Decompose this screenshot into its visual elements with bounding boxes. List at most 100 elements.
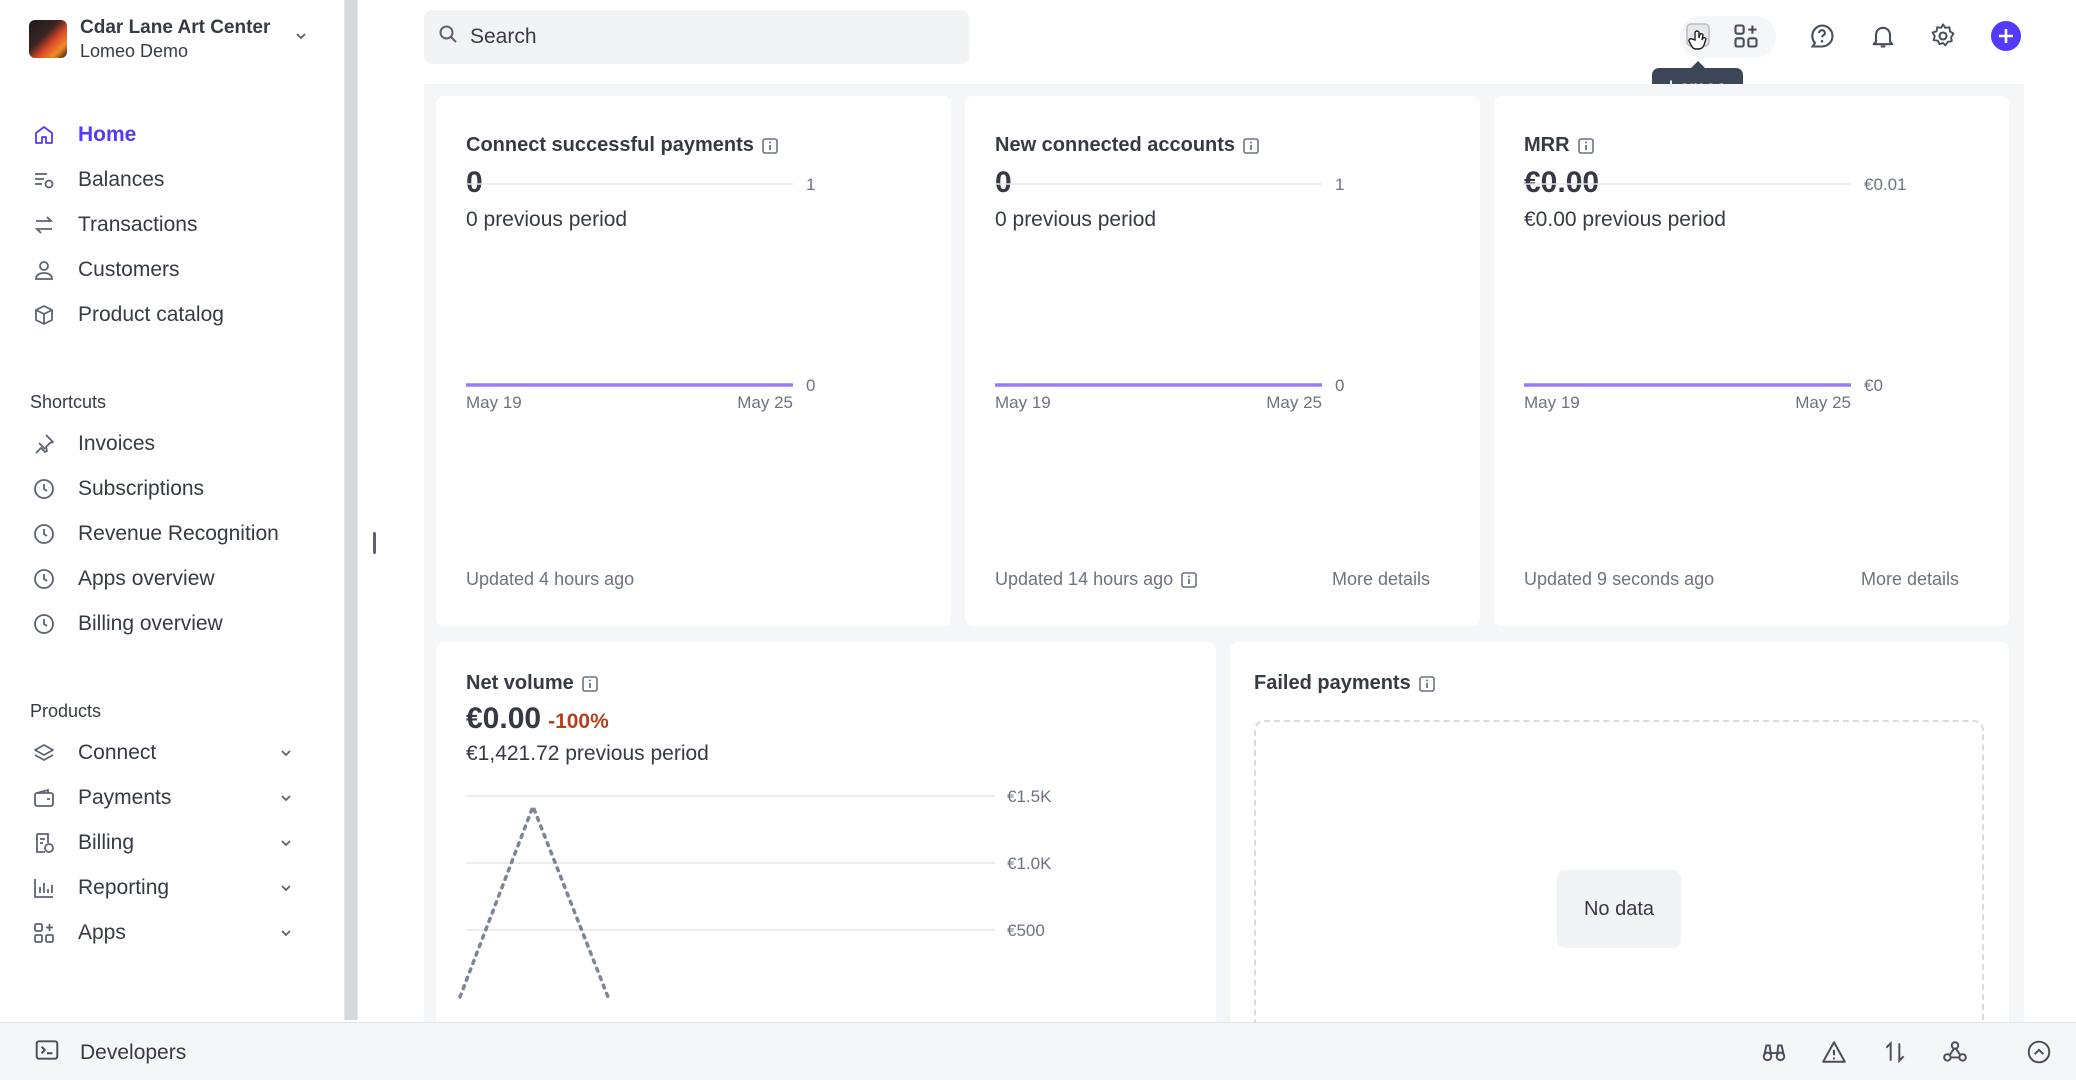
metric-value: 0: [466, 166, 483, 199]
account-logo: [29, 20, 67, 58]
sidebar-item-label: Transactions: [78, 213, 198, 236]
account-name: Cdar Lane Art Center: [80, 16, 271, 38]
updated-text: Updated 14 hours ago: [995, 569, 1198, 590]
sidebar-item-transactions[interactable]: Transactions: [30, 205, 310, 245]
previous-period: 0 previous period: [466, 208, 628, 231]
pin-icon: [30, 430, 58, 458]
sidebar-item-label: Payments: [78, 786, 172, 809]
info-icon[interactable]: [1577, 137, 1595, 155]
card-title-text: Net volume: [466, 672, 574, 694]
sidebar-item-apps-overview[interactable]: Apps overview: [30, 559, 310, 599]
notifications-bell-icon[interactable]: [1869, 22, 1897, 60]
card-mrr[interactable]: MRR €0.00 €0.00 previous period €0.01 €0 M…: [1494, 96, 2009, 626]
y-tick-label: 1: [1335, 175, 1344, 194]
help-icon[interactable]: [1808, 22, 1836, 60]
sidebar-item-balances[interactable]: Balances: [30, 160, 310, 200]
clock-icon: [30, 565, 58, 593]
info-icon[interactable]: [761, 137, 779, 155]
card-title-text: Failed payments: [1254, 672, 1411, 694]
terminal-icon: [34, 1037, 60, 1069]
metric-value: €0.00: [1524, 166, 1600, 199]
y-tick-label: 1: [806, 175, 815, 194]
sidebar-item-subscriptions[interactable]: Subscriptions: [30, 469, 310, 509]
sidebar-item-invoices[interactable]: Invoices: [30, 424, 310, 464]
webhooks-icon[interactable]: [1941, 1038, 1969, 1066]
sidebar-item-billing[interactable]: Billing: [30, 823, 310, 863]
y-tick-label: €1.0K: [1007, 854, 1052, 873]
sidebar-item-label: Revenue Recognition: [78, 522, 279, 545]
chevron-down-icon: [278, 833, 294, 857]
sidebar-scrollbar[interactable]: [344, 0, 358, 1020]
card-title-text: MRR: [1524, 134, 1570, 156]
developer-toolbar: Developers: [0, 1022, 2076, 1080]
card-title-text: New connected accounts: [995, 134, 1236, 156]
info-icon[interactable]: [581, 675, 599, 693]
sidebar-item-payments[interactable]: Payments: [30, 778, 310, 818]
billing-icon: [30, 829, 58, 857]
sidebar-item-revenue-recognition[interactable]: Revenue Recognition: [30, 514, 310, 554]
info-icon[interactable]: [1242, 137, 1260, 155]
card-connect-payments[interactable]: Connect successful payments 0 0 previous…: [436, 96, 951, 626]
clock-icon: [30, 520, 58, 548]
more-details-link[interactable]: More details: [1332, 569, 1431, 589]
sidebar-item-label: Home: [78, 123, 137, 146]
developers-button[interactable]: Developers: [34, 1037, 186, 1069]
sidebar-item-label: Reporting: [78, 876, 170, 899]
card-title: Failed payments: [1254, 672, 1436, 695]
chevron-down-icon: [278, 878, 294, 902]
scrollbar-thumb[interactable]: [345, 0, 357, 1020]
sidebar-item-label: Billing overview: [78, 612, 223, 635]
card-title: MRR: [1524, 134, 1595, 157]
sort-arrows-icon[interactable]: [1881, 1038, 1909, 1066]
metric-chart: €0.01 €0 May 19 May 25: [1524, 175, 1907, 412]
sidebar-item-apps[interactable]: Apps: [30, 913, 310, 953]
y-tick-label: 0: [1335, 376, 1344, 395]
chevron-up-circle-icon[interactable]: [2025, 1038, 2053, 1066]
binoculars-icon[interactable]: [1760, 1038, 1788, 1066]
card-new-accounts[interactable]: New connected accounts 0 0 previous peri…: [965, 96, 1480, 626]
sidebar-resize-handle[interactable]: [373, 532, 376, 554]
create-plus-button[interactable]: [1990, 20, 2022, 58]
shortcuts-heading: Shortcuts: [30, 392, 107, 412]
net-volume-chart: €1.5K €1.0K €500: [458, 787, 1052, 999]
layers-icon: [30, 739, 58, 767]
empty-chart-area: [1254, 720, 1984, 1040]
settings-gear-icon[interactable]: [1929, 22, 1957, 60]
card-title: Net volume: [466, 672, 599, 695]
clock-icon: [30, 475, 58, 503]
bar-chart-icon: [30, 874, 58, 902]
sidebar-item-label: Apps overview: [78, 567, 215, 590]
info-icon[interactable]: [1418, 675, 1436, 693]
account-switcher[interactable]: Cdar Lane Art Center Lomeo Demo: [29, 16, 309, 62]
updated-label: Updated 14 hours ago: [995, 569, 1174, 589]
account-subtitle: Lomeo Demo: [80, 40, 189, 61]
lomeo-app-icon[interactable]: [1683, 20, 1715, 58]
y-tick-label: €1.5K: [1007, 787, 1052, 806]
box-icon: [30, 301, 58, 329]
card-failed-payments[interactable]: Failed payments: [1230, 642, 2009, 1042]
home-icon: [30, 121, 58, 149]
sidebar-item-product-catalog[interactable]: Product catalog: [30, 295, 310, 335]
sidebar-item-connect[interactable]: Connect: [30, 733, 310, 773]
apps-icon: [30, 919, 58, 947]
info-icon[interactable]: [1180, 571, 1198, 589]
more-details-link[interactable]: More details: [1861, 569, 1960, 589]
sidebar-item-customers[interactable]: Customers: [30, 250, 310, 290]
sidebar-item-billing-overview[interactable]: Billing overview: [30, 604, 310, 644]
add-apps-icon[interactable]: [1732, 22, 1760, 60]
chevron-down-icon: [278, 788, 294, 812]
series-line: [458, 801, 610, 999]
y-tick-label: €0.01: [1864, 175, 1907, 194]
balances-icon: [30, 166, 58, 194]
sidebar-item-reporting[interactable]: Reporting: [30, 868, 310, 908]
warning-icon[interactable]: [1820, 1038, 1848, 1066]
card-title: Connect successful payments: [466, 134, 779, 157]
sidebar-item-home[interactable]: Home: [30, 115, 310, 155]
x-tick-label: May 19: [466, 393, 522, 412]
sidebar-item-label: Billing: [78, 831, 135, 854]
x-tick-label: May 25: [737, 393, 793, 412]
previous-period: €1,421.72 previous period: [466, 742, 709, 765]
search-input[interactable]: Search: [424, 10, 969, 64]
card-net-volume[interactable]: Net volume €0.00 -100% €1,421.72 previous…: [436, 642, 1216, 1042]
